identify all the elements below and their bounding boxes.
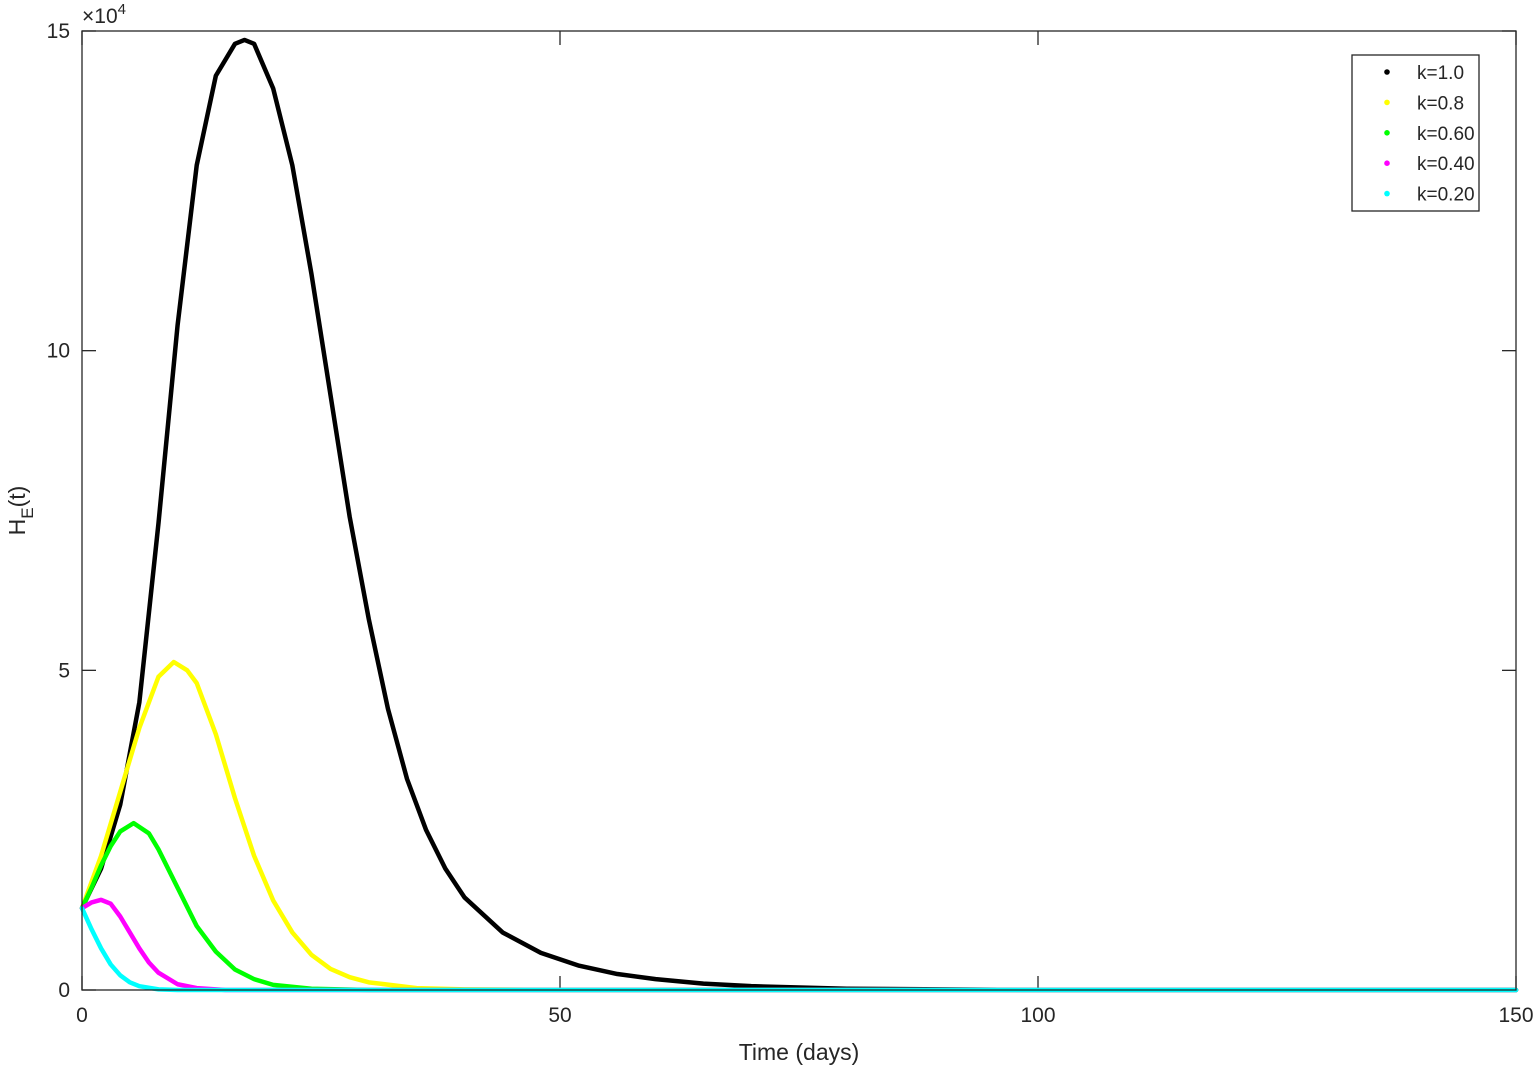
y-multiplier-exponent: 4 [118,1,126,18]
series-line [79,659,1519,993]
x-tick-label: 50 [548,1004,571,1027]
y-axis-label-rest: (t) [4,486,30,508]
legend-marker [1384,99,1390,106]
legend-label: k=0.20 [1417,185,1475,206]
x-axis-label: Time (days) [739,1039,860,1065]
legend-box [1351,54,1480,212]
y-tick-label: 0 [58,979,70,1002]
legend-label: k=1.0 [1417,63,1464,84]
y-tick-label: 5 [58,659,70,682]
plot-frame [81,30,1517,991]
y-tick-label: 15 [47,20,70,43]
series-line [79,37,1519,993]
legend-label: k=0.60 [1417,124,1475,145]
x-tick-label: 100 [1020,1004,1055,1027]
y-axis-label-sub: E [18,507,37,518]
x-tick-label: 0 [76,1004,88,1027]
y-multiplier: ×104 [82,1,126,28]
y-tick-label: 10 [47,340,70,363]
legend-marker [1384,190,1390,197]
legend-label: k=0.8 [1417,93,1464,114]
legend-label: k=0.40 [1417,154,1475,175]
legend-marker [1384,69,1390,75]
x-tick-label: 150 [1498,1004,1533,1027]
series-line [79,820,1519,993]
y-axis-label-main: H [4,519,30,536]
legend-marker [1384,130,1390,136]
legend-marker [1384,160,1390,166]
y-multiplier-base: ×10 [82,5,118,28]
y-axis-label: HE(t) [4,486,37,536]
